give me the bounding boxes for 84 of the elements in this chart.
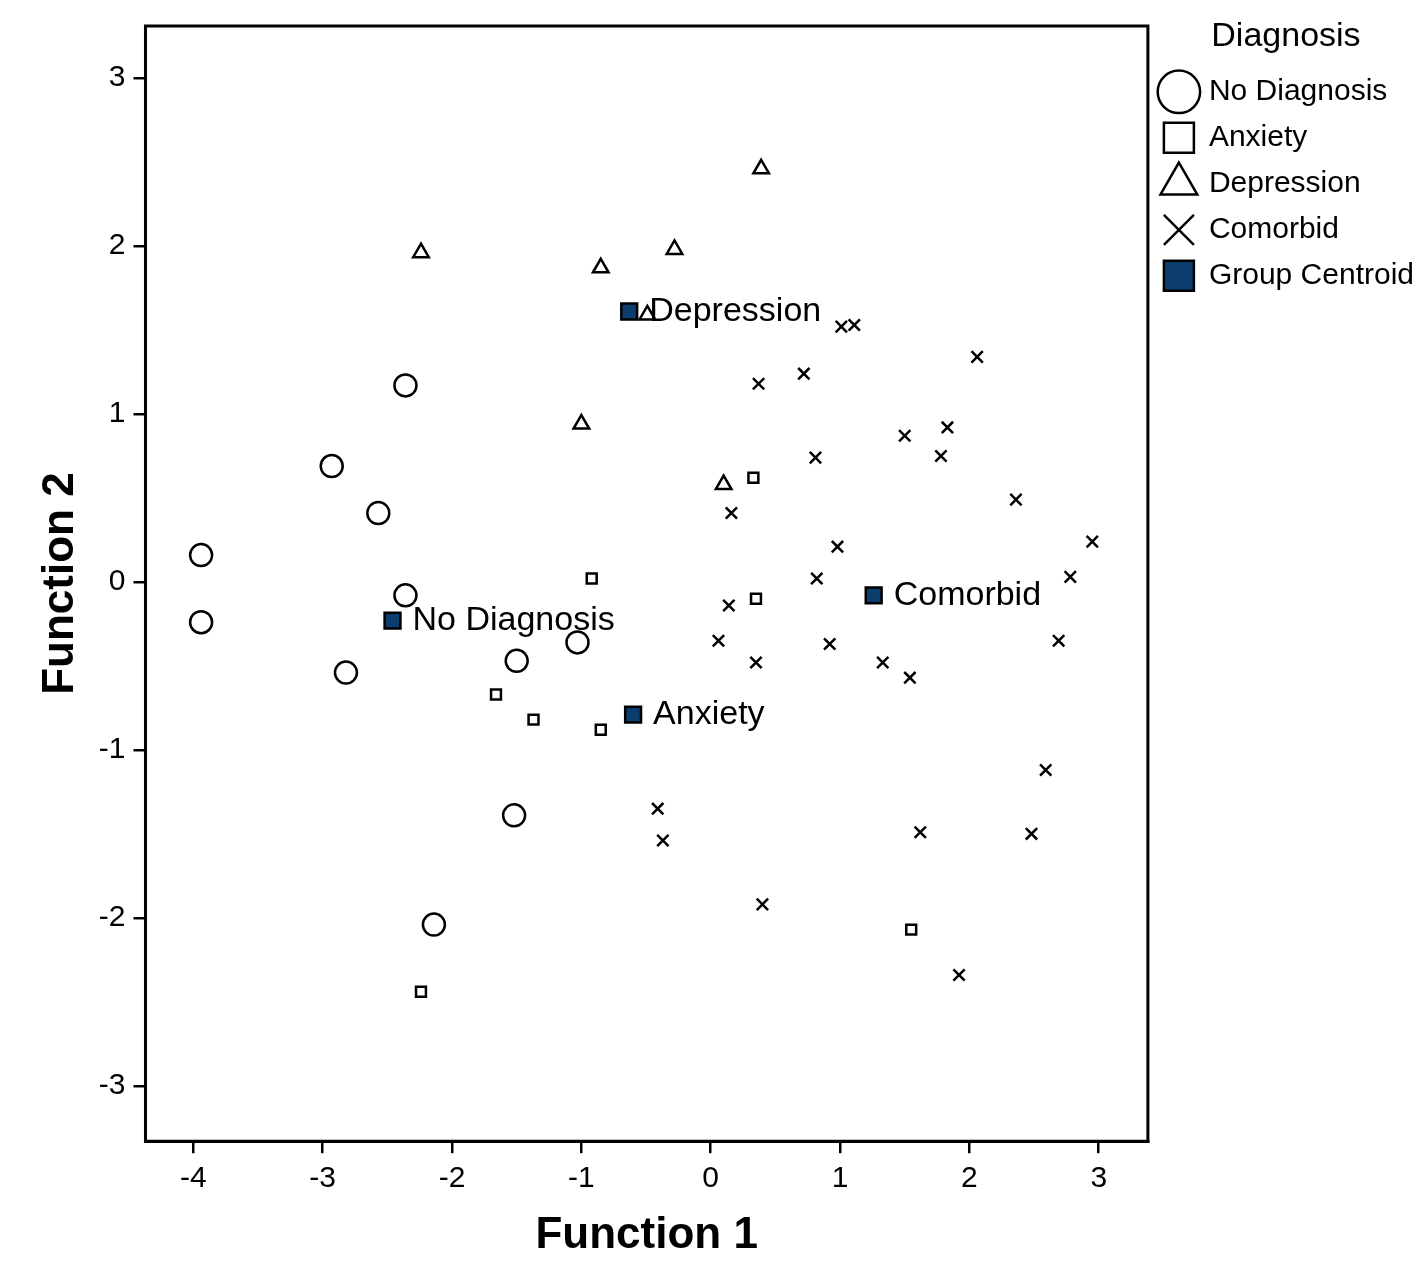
point [383,611,402,630]
annotation: Depression [649,289,822,328]
point [414,985,428,998]
point [594,723,607,736]
legend-label: Comorbid [1208,211,1339,245]
y-tick-label: 0 [108,563,126,597]
point [188,609,214,635]
y-axis-title: Function 2 [32,472,82,695]
y-tick-label: -1 [98,731,126,765]
x-tick-label: 0 [702,1160,720,1194]
point [501,803,527,828]
point [940,420,955,435]
legend-label: Anxiety [1208,119,1308,153]
point [830,539,845,554]
point [504,648,529,674]
point [1009,492,1023,507]
point [585,572,598,585]
point [366,500,391,526]
point [655,833,670,848]
point [333,660,359,685]
point [711,633,726,648]
annotation: Anxiety [653,692,765,731]
point [527,713,540,726]
point [724,506,739,520]
point [393,373,418,398]
x-tick-label: 3 [1090,1160,1108,1194]
point [809,571,824,586]
legend-title: Diagnosis [1211,15,1361,54]
point [875,655,890,670]
point [904,923,918,936]
legend-label: No Diagnosis [1208,73,1388,107]
point [864,586,883,605]
point [751,376,766,391]
point [1024,826,1039,841]
legend-label: Depression [1208,165,1361,199]
point [913,825,928,840]
point [834,319,849,334]
x-axis-title: Function 1 [535,1207,758,1257]
y-tick-label: -2 [98,899,126,933]
point [1038,763,1053,777]
point [1085,534,1100,549]
point [489,688,503,701]
point [623,705,643,724]
y-tick-label: -3 [98,1067,126,1101]
point [897,428,912,443]
point [572,413,591,430]
point [1051,633,1066,648]
point [847,318,862,332]
point [714,474,733,491]
point [393,583,418,608]
point [934,449,948,463]
y-tick-label: 2 [108,227,126,261]
point [421,912,447,937]
y-tick-label: 3 [108,59,126,93]
point [749,655,763,670]
x-tick-label: -3 [309,1160,337,1194]
point [620,302,639,321]
x-tick-label: -4 [179,1160,207,1194]
point [822,637,837,651]
x-tick-label: 2 [961,1160,978,1194]
point [755,897,770,912]
legend-label: Group Centroid [1208,257,1414,291]
point [808,450,823,465]
point [188,542,214,568]
x-tick-label: -1 [568,1160,595,1194]
annotation: Comorbid [893,573,1042,612]
point [665,239,684,256]
x-tick-label: -2 [438,1160,466,1194]
point [796,366,811,381]
point [319,453,344,479]
point [650,801,665,816]
point [952,968,966,982]
point [749,592,763,605]
annotation: No Diagnosis [412,598,615,637]
point [1063,569,1078,584]
point [752,158,771,175]
point [747,471,760,484]
point [902,670,917,685]
point [721,598,736,613]
x-tick-label: 1 [831,1160,849,1194]
point [970,349,985,364]
y-tick-label: 1 [108,395,126,429]
point [411,242,431,259]
point [591,257,610,274]
